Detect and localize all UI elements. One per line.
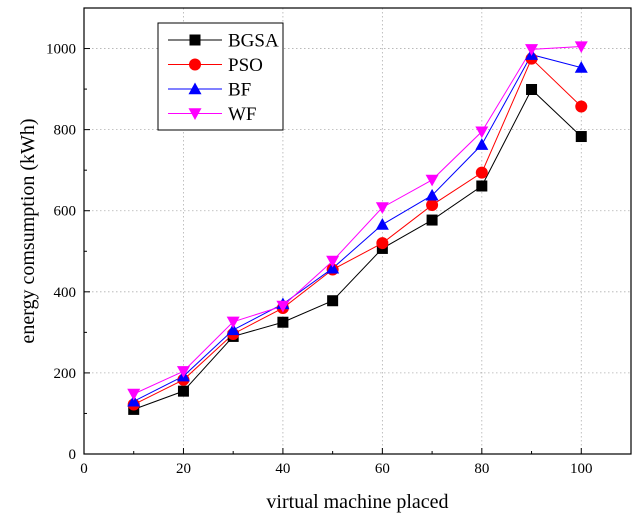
x-tick-label: 0 — [80, 461, 88, 477]
series-line-bf — [133, 54, 582, 402]
data-point-wf — [176, 366, 190, 378]
data-point-bgsa — [476, 180, 488, 192]
y-tick-label: 400 — [54, 285, 77, 301]
legend-item-pso: PSO — [168, 55, 263, 76]
grid-lines — [84, 8, 631, 454]
y-tick-label: 1000 — [46, 42, 76, 58]
data-point-bf — [574, 61, 588, 73]
series-line-pso — [133, 57, 582, 405]
series-line-bgsa — [133, 88, 582, 410]
legend-item-bgsa: BGSA — [168, 31, 279, 52]
data-point-pso — [426, 199, 439, 212]
data-point-bf — [425, 188, 439, 201]
y-tick-label: 800 — [54, 123, 77, 139]
series-markers-wf — [127, 41, 588, 401]
data-point-bgsa — [575, 131, 587, 143]
data-point-wf — [276, 300, 290, 313]
legend-marker — [189, 34, 201, 46]
series-pso — [133, 57, 582, 405]
data-point-wf — [574, 41, 588, 54]
data-point-wf — [226, 316, 240, 329]
data-point-bgsa — [426, 214, 438, 226]
data-point-bgsa — [177, 385, 189, 397]
series-wf — [133, 46, 582, 395]
y-tick-label: 0 — [69, 447, 77, 463]
legend-label: BGSA — [228, 31, 279, 52]
data-point-pso — [475, 166, 488, 179]
data-point-bf — [375, 218, 389, 230]
y-tick-label: 600 — [54, 204, 77, 220]
legend-marker — [188, 108, 202, 120]
data-point-wf — [127, 388, 141, 401]
series-markers-bgsa — [128, 83, 587, 415]
y-tick-label: 200 — [54, 366, 77, 382]
data-point-wf — [525, 44, 539, 56]
legend-label: BF — [228, 80, 251, 101]
data-point-wf — [326, 255, 340, 268]
data-point-bgsa — [327, 295, 339, 307]
data-point-bf — [326, 261, 340, 274]
legend-item-wf: WF — [168, 104, 257, 125]
legend-marker — [189, 58, 201, 71]
legend-marker — [188, 82, 202, 95]
data-point-bf — [127, 394, 141, 407]
x-tick-label: 20 — [176, 461, 191, 477]
y-axis-title: energy comsumption (kWh) — [17, 118, 39, 343]
data-point-bgsa — [277, 316, 289, 328]
data-point-wf — [425, 174, 439, 187]
legend-item-bf: BF — [168, 80, 251, 101]
data-point-pso — [575, 100, 588, 113]
series-line-wf — [133, 46, 582, 395]
series-bgsa — [133, 88, 582, 410]
legend-label: PSO — [228, 55, 263, 76]
x-tick-label: 40 — [275, 461, 290, 477]
x-tick-label: 100 — [570, 461, 593, 477]
series-bf — [133, 54, 582, 402]
data-point-bf — [226, 323, 240, 336]
x-axis-title: virtual machine placed — [266, 491, 448, 513]
x-tick-label: 80 — [474, 461, 489, 477]
legend: BGSA PSO BF WF — [157, 22, 284, 131]
data-point-wf — [375, 202, 389, 214]
data-series — [127, 41, 588, 415]
data-point-bf — [475, 138, 489, 150]
legend-label: WF — [228, 104, 257, 125]
data-point-pso — [376, 237, 389, 250]
data-point-wf — [475, 126, 489, 139]
plot-area-frame — [83, 7, 632, 455]
x-tick-label: 60 — [375, 461, 390, 477]
legend-box — [157, 22, 284, 131]
data-point-bgsa — [526, 83, 538, 95]
